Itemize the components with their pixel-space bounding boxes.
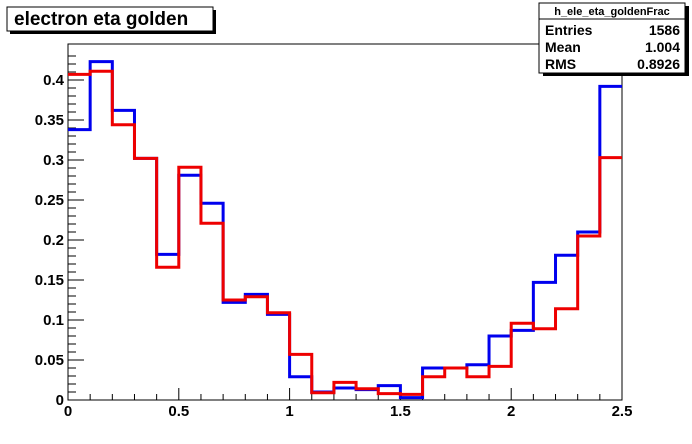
stats-mean-value: 1.004 [645, 39, 680, 55]
stats-rms-label: RMS [545, 56, 576, 72]
y-tick-label: 0.25 [35, 192, 64, 209]
y-tick-label: 0.1 [43, 312, 64, 329]
y-tick-label: 0.15 [35, 272, 64, 289]
histogram-series-0 [68, 60, 622, 400]
stats-box-frame [538, 2, 686, 74]
y-tick-label: 0.4 [43, 72, 65, 89]
chart-title: electron eta golden [14, 9, 188, 30]
title-box-frame [6, 6, 214, 32]
x-tick-label: 1.5 [390, 403, 411, 420]
y-tick-label: 0.35 [35, 112, 64, 129]
x-tick-label: 2 [507, 403, 515, 420]
x-tick-label: 1 [285, 403, 293, 420]
stats-rms-value: 0.8926 [637, 56, 680, 72]
y-tick-label: 0.2 [43, 232, 64, 249]
x-tick-label: 2.5 [612, 403, 633, 420]
stats-box-name: h_ele_eta_goldenFrac [554, 6, 670, 18]
x-tick-label: 0.5 [168, 403, 189, 420]
y-tick-label: 0.05 [35, 352, 64, 369]
histogram-series-1 [68, 69, 622, 396]
stats-entries-label: Entries [545, 22, 593, 38]
stats-mean-label: Mean [545, 39, 581, 55]
title-box: electron eta golden [6, 6, 216, 34]
plot-frame [67, 43, 623, 401]
stats-box: h_ele_eta_goldenFrac Entries 1586 Mean 1… [538, 2, 689, 76]
y-tick-label: 0.3 [43, 152, 64, 169]
stats-entries-value: 1586 [649, 22, 680, 38]
y-tick-label: 0 [56, 392, 64, 409]
x-tick-label: 0 [64, 403, 72, 420]
